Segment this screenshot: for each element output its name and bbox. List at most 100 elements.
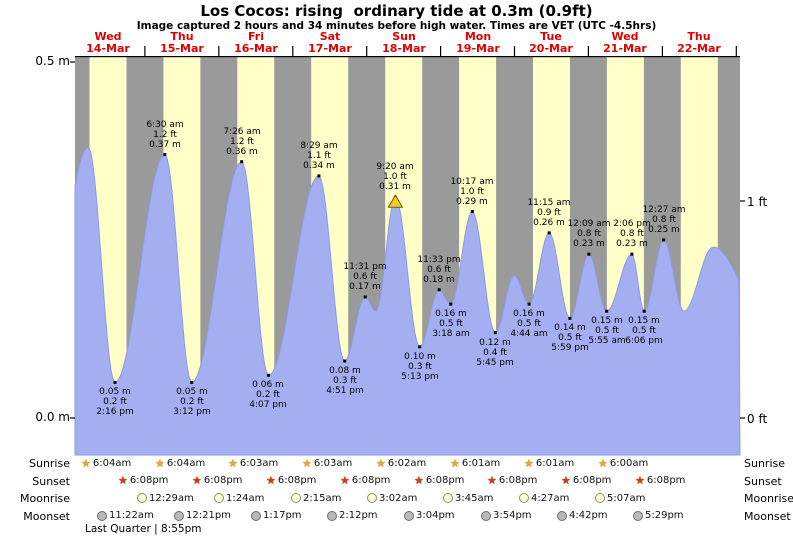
sunrise-time: 6:01am (535, 457, 575, 469)
high-tide-annotation: 11:33 pm 0.6 ft 0.18 m (417, 255, 461, 285)
sunset-entry: ★ 6:08pm (561, 474, 611, 488)
sunrise-icon: ★ (155, 456, 165, 470)
y-axis-label-meters-bottom: 0.0 m (35, 410, 70, 424)
moonset-icon (174, 510, 184, 521)
sunrise-icon: ★ (81, 456, 91, 470)
sunset-entry: ★ 6:08pm (414, 474, 464, 488)
moonrise-entry: 3:02am (367, 491, 417, 505)
day-boundary-tick (735, 46, 737, 57)
low-tide-annotation: 0.12 m 0.4 ft 5:45 pm (476, 338, 514, 368)
sunset-label-right: Sunset (744, 474, 782, 488)
day-label: Wed 14-Mar (86, 30, 130, 55)
moonset-time: 11:22am (109, 510, 154, 521)
day-boundary-tick (440, 46, 442, 57)
tide-extreme-dot (267, 373, 270, 377)
moonset-label-left: Moonset (23, 509, 70, 523)
sunrise-time: 6:04am (92, 457, 132, 469)
tide-extreme-dot (437, 288, 441, 292)
sunrise-icon: ★ (228, 456, 238, 470)
sunset-time: 6:08pm (646, 475, 686, 486)
page-title: Los Cocos: rising ordinary tide at 0.3m … (200, 2, 593, 20)
moonset-entry: 3:54pm (481, 509, 532, 523)
sunrise-entry: ★ 6:04am (155, 456, 205, 470)
sunset-time: 6:08pm (425, 475, 465, 486)
sunset-icon: ★ (635, 474, 645, 487)
sunrise-icon: ★ (450, 456, 460, 470)
sunset-time: 6:08pm (129, 475, 169, 486)
day-label: Thu 22-Mar (677, 30, 721, 55)
sunset-icon: ★ (340, 474, 350, 487)
sunset-entry: ★ 6:08pm (635, 474, 685, 488)
feet-axis-tick (740, 417, 745, 419)
moonset-entry: 2:12pm (327, 509, 378, 523)
tide-extreme-dot (343, 359, 347, 363)
sunset-entry: ★ 6:08pm (487, 474, 537, 488)
moonrise-time: 12:29am (149, 492, 194, 504)
day-boundary-tick (366, 46, 368, 57)
moonset-icon (481, 510, 491, 521)
sunset-label-left: Sunset (32, 474, 70, 488)
sunrise-icon: ★ (598, 456, 608, 470)
day-boundary-tick (218, 46, 220, 57)
tide-extreme-dot (568, 316, 572, 320)
moonset-time: 3:54pm (493, 510, 532, 521)
high-tide-annotation: 11:15 am 0.9 ft 0.26 m (527, 198, 571, 228)
moonrise-label-left: Moonrise (20, 492, 70, 505)
high-tide-annotation: 9:20 am 1.0 ft 0.31 m (376, 162, 414, 192)
high-tide-annotation: 7:26 am 1.2 ft 0.36 m (223, 127, 261, 157)
high-tide-annotation: 8:29 am 1.1 ft 0.34 m (300, 141, 338, 171)
y-axis-label-meters-top: 0.5 m (35, 54, 70, 68)
tide-extreme-dot (642, 309, 646, 313)
tide-extreme-dot (449, 302, 453, 306)
moonset-entry: 5:29pm (633, 509, 684, 523)
tide-extreme-dot (240, 160, 244, 164)
moonset-icon (97, 510, 107, 521)
moonset-time: 4:42pm (569, 510, 608, 521)
moonrise-time: 3:45am (455, 492, 494, 504)
moonset-entry: 11:22am (97, 509, 154, 523)
sunset-time: 6:08pm (351, 475, 391, 486)
tide-extreme-dot (113, 380, 117, 384)
tide-extreme-dot (605, 309, 609, 313)
moonrise-icon (367, 493, 377, 503)
tide-extreme-dot (317, 174, 321, 178)
tide-extreme-dot (470, 210, 474, 213)
sunrise-entry: ★ 6:03am (228, 456, 278, 470)
moonset-time: 1:17pm (263, 510, 302, 521)
high-tide-annotation: 12:27 am 0.8 ft 0.25 m (642, 205, 686, 235)
day-boundary-tick (144, 46, 146, 57)
tide-extreme-dot (630, 252, 634, 256)
day-label: Sat 17-Mar (308, 30, 352, 55)
sunset-icon: ★ (266, 474, 276, 487)
moonrise-entry: 5:07am (595, 491, 645, 505)
day-label: Mon 19-Mar (456, 30, 500, 55)
moonrise-entry: 4:27am (519, 491, 569, 505)
low-tide-annotation: 0.14 m 0.5 ft 5:59 pm (551, 323, 589, 353)
low-tide-annotation: 0.05 m 0.2 ft 2:16 pm (96, 387, 134, 417)
sunset-icon: ★ (192, 474, 202, 487)
moonset-icon (633, 510, 643, 521)
low-tide-annotation: 0.15 m 0.5 ft 6:06 pm (625, 316, 663, 346)
moonrise-entry: 12:29am (137, 491, 194, 505)
low-tide-annotation: 0.16 m 0.5 ft 3:18 am (432, 309, 470, 339)
tide-extreme-dot (527, 302, 531, 306)
day-label: Fri 16-Mar (234, 30, 278, 55)
day-boundary-tick (292, 46, 294, 57)
sunset-entry: ★ 6:08pm (192, 474, 242, 488)
moonrise-entry: 1:24am (214, 491, 264, 505)
sunrise-icon: ★ (302, 456, 312, 470)
meters-axis-tick (70, 417, 75, 419)
high-tide-annotation: 10:17 am 1.0 ft 0.29 m (450, 177, 494, 207)
sunset-time: 6:08pm (277, 475, 317, 486)
y-axis-label-feet-bottom: 0 ft (747, 412, 768, 426)
day-label: Wed 21-Mar (603, 30, 647, 55)
sunrise-entry: ★ 6:02am (376, 456, 426, 470)
moonset-entry: 4:42pm (557, 509, 608, 523)
high-tide-annotation: 6:30 am 1.2 ft 0.37 m (146, 120, 184, 150)
moonset-icon (557, 510, 567, 521)
moonrise-time: 3:02am (379, 492, 418, 504)
moonset-entry: 1:17pm (251, 509, 302, 523)
